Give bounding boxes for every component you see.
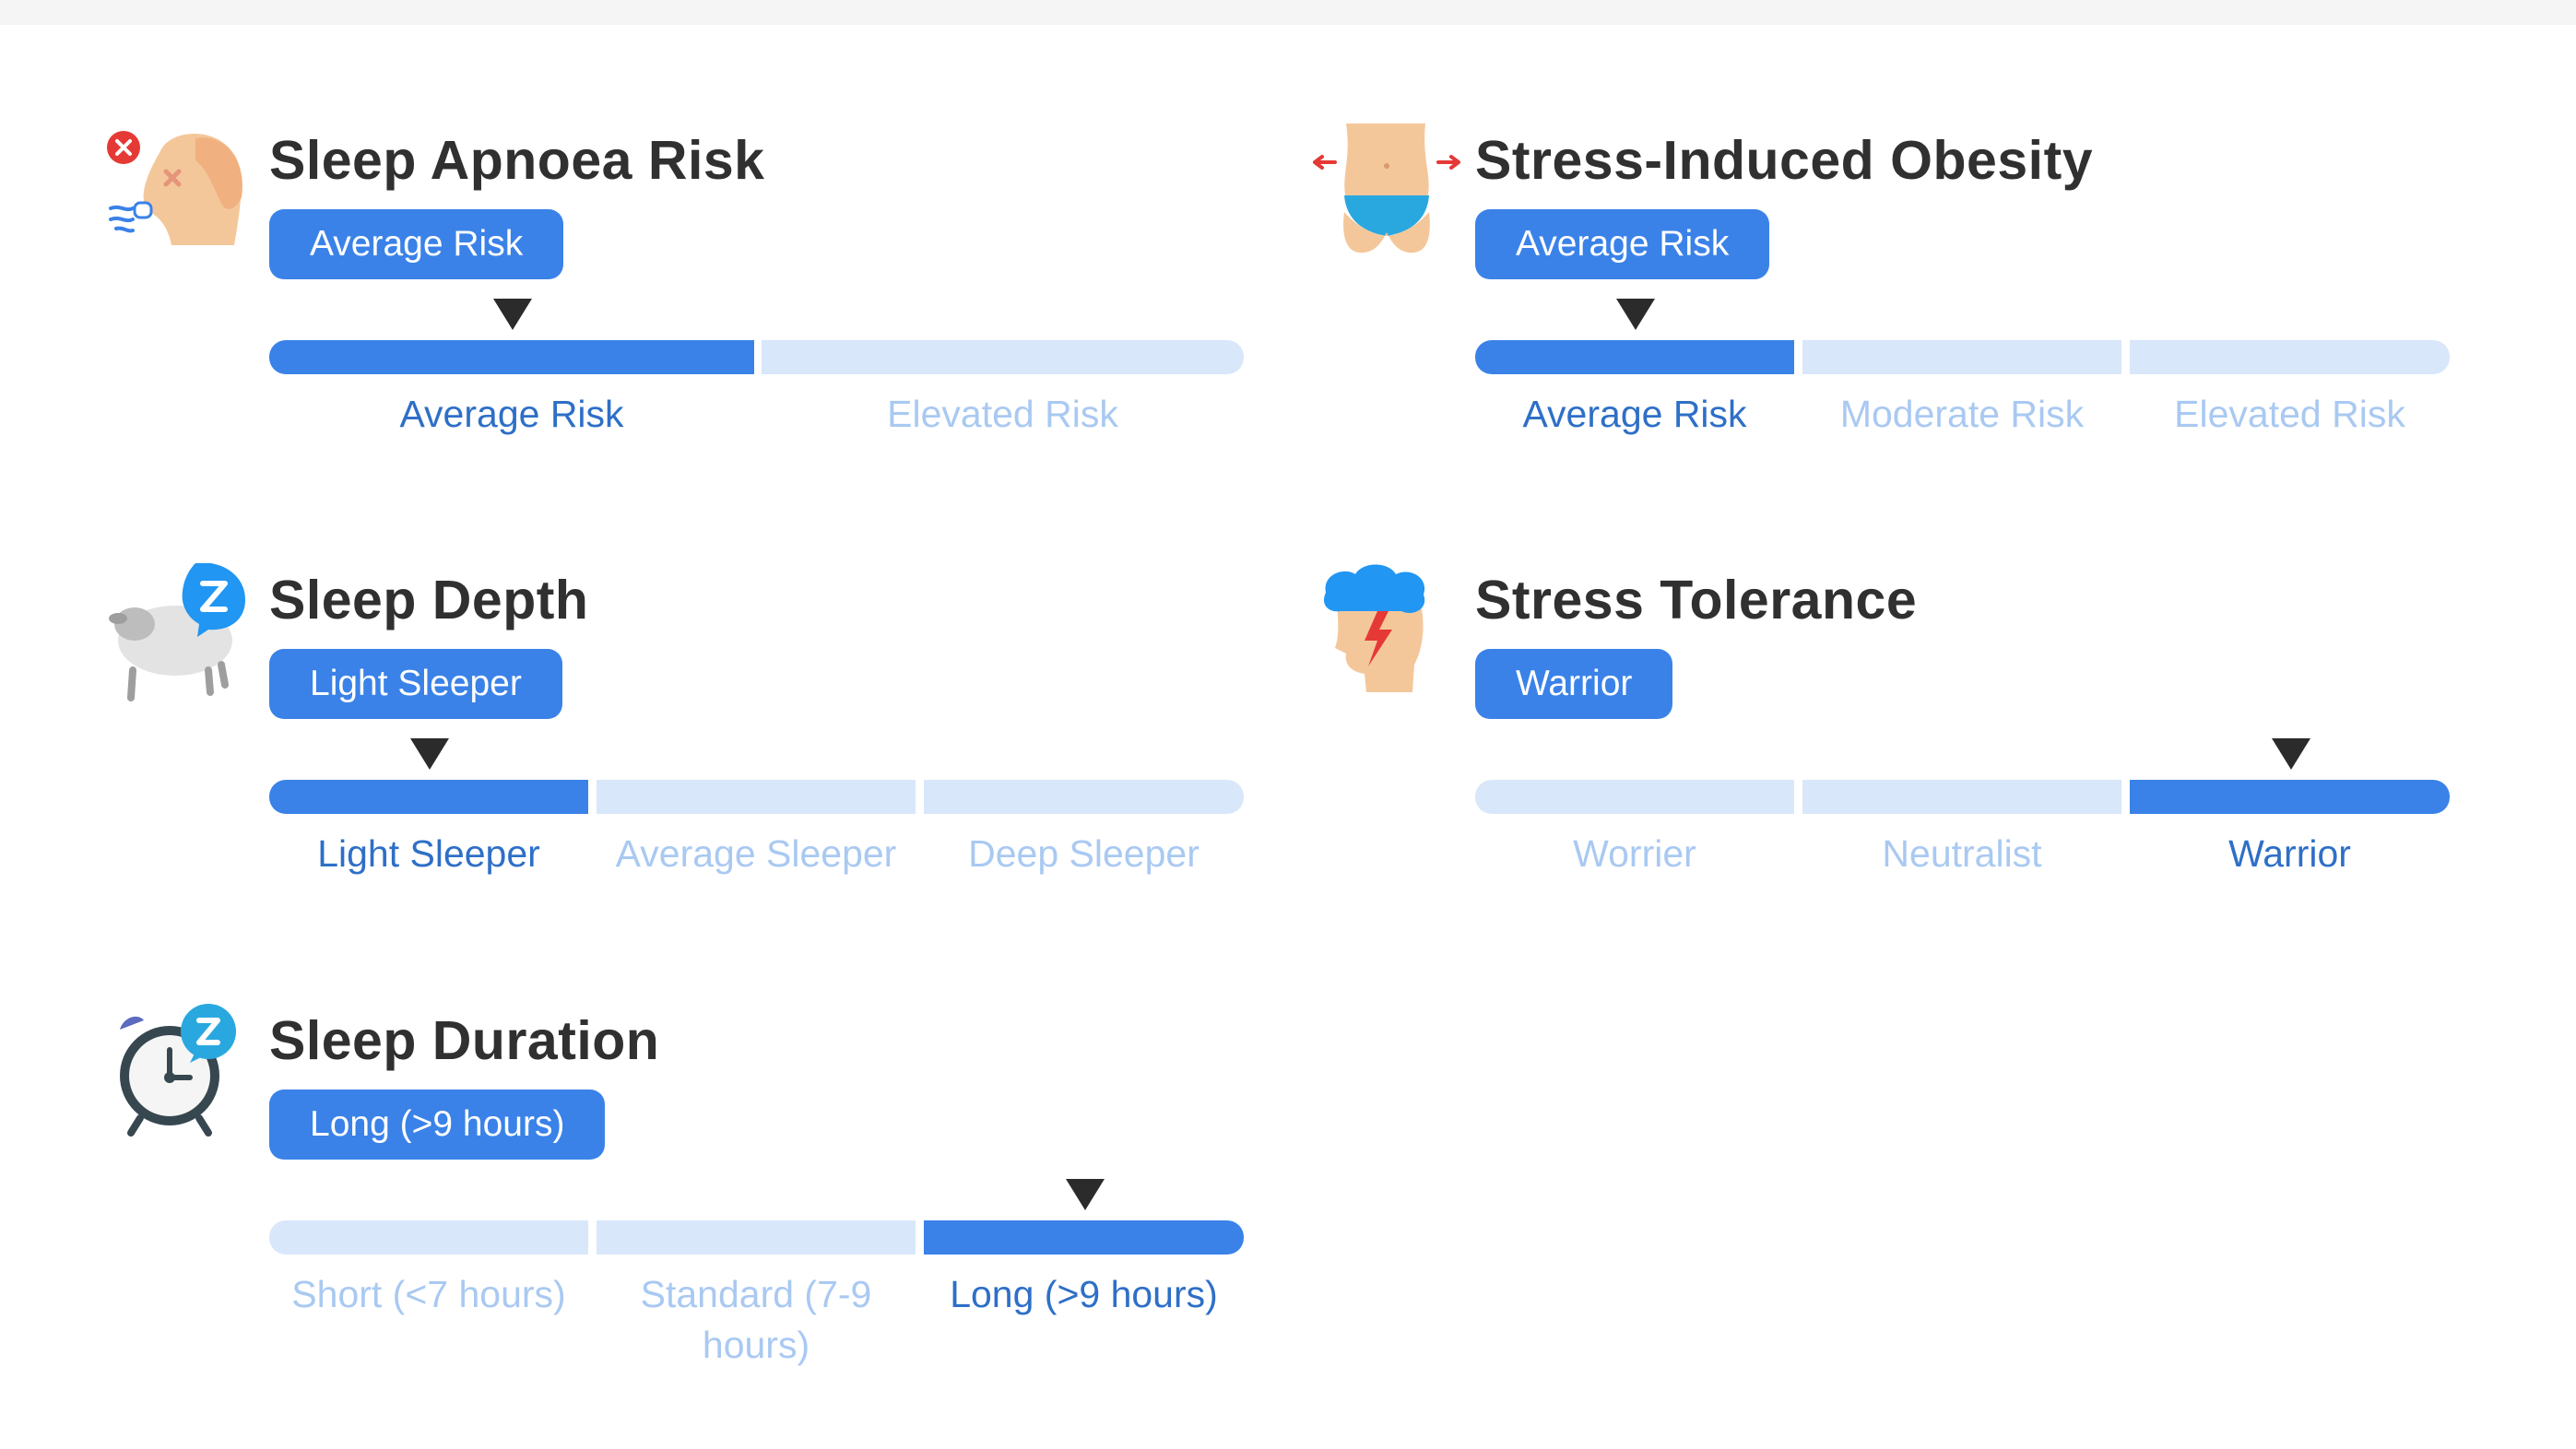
scale-label: Average Sleeper <box>615 832 897 875</box>
scale-label: Elevated Risk <box>887 393 1118 435</box>
scale-track <box>269 1220 1244 1255</box>
scale-segment <box>269 340 754 374</box>
scale-segment <box>1475 780 1794 814</box>
scale-segment <box>924 1220 1244 1255</box>
scale-label: Light Sleeper <box>317 832 540 875</box>
result-badge: Average Risk <box>269 209 564 279</box>
scale-labels: Average Risk Moderate Risk Elevated Risk <box>1475 389 2450 500</box>
scale-label: Moderate Risk <box>1839 393 2085 435</box>
scale-label: Average Risk <box>1522 393 1747 435</box>
result-badge: Warrior <box>1475 649 1673 719</box>
scale-segment <box>1802 780 2121 814</box>
scale-segment <box>269 1220 588 1255</box>
card-sleep-duration: Sleep Duration Long (>9 hours) Short (<7… <box>107 1004 1244 1391</box>
scale-segment <box>762 340 1244 374</box>
scale-track <box>269 340 1244 374</box>
scale-segment <box>2130 780 2450 814</box>
scale-track <box>1475 780 2450 814</box>
selection-marker <box>410 738 449 770</box>
scale-segment <box>924 780 1244 814</box>
selection-marker <box>2272 738 2310 770</box>
card-title: Stress Tolerance <box>1475 570 1918 630</box>
scale-label: Short (<7 hours) <box>291 1273 566 1315</box>
card-stress-induced-obesity: Stress-Induced Obesity Average Risk Aver… <box>1313 124 2450 511</box>
scale-labels: Short (<7 hours) Standard (7-9 hours) Lo… <box>269 1269 1244 1380</box>
scale-segment <box>1802 340 2121 374</box>
scale-segment <box>597 1220 916 1255</box>
scale-label: Standard (7-9 hours) <box>640 1273 872 1366</box>
scale-segment <box>597 780 916 814</box>
scale-segment <box>1475 340 1794 374</box>
stressed-head-icon <box>1313 563 1460 711</box>
card-sleep-apnoea-risk: Sleep Apnoea Risk Average Risk Average R… <box>107 124 1244 511</box>
scale-track <box>1475 340 2450 374</box>
selection-marker <box>1066 1179 1105 1210</box>
card-title: Sleep Apnoea Risk <box>269 130 765 191</box>
selection-marker <box>1616 299 1655 330</box>
scale-segment <box>2130 340 2450 374</box>
scale-label: Elevated Risk <box>2174 393 2405 435</box>
scale-label: Worrier <box>1573 832 1696 875</box>
scale-label: Long (>9 hours) <box>950 1273 1218 1315</box>
result-badge: Average Risk <box>1475 209 1770 279</box>
waist-measure-icon <box>1313 124 1460 271</box>
selection-marker <box>493 299 532 330</box>
result-badge: Long (>9 hours) <box>269 1090 606 1160</box>
scale-label: Deep Sleeper <box>968 832 1199 875</box>
card-title: Sleep Depth <box>269 570 589 630</box>
scale-label: Neutralist <box>1882 832 2042 875</box>
scale-segment <box>269 780 588 814</box>
sleep-apnoea-face-icon <box>107 124 254 271</box>
top-bar <box>0 0 2576 25</box>
result-badge: Light Sleeper <box>269 649 562 719</box>
card-title: Stress-Induced Obesity <box>1475 130 2094 191</box>
alarm-clock-sleep-icon <box>107 1004 254 1151</box>
scale-labels: Average Risk Elevated Risk <box>269 389 1244 500</box>
sheep-sleep-icon <box>107 563 254 711</box>
scale-label: Warrior <box>2228 832 2351 875</box>
card-sleep-depth: Sleep Depth Light Sleeper Light Sleeper … <box>107 563 1244 950</box>
scale-label: Average Risk <box>399 393 624 435</box>
scale-track <box>269 780 1244 814</box>
card-title: Sleep Duration <box>269 1010 660 1071</box>
card-stress-tolerance: Stress Tolerance Warrior Worrier Neutral… <box>1313 563 2450 950</box>
scale-labels: Light Sleeper Average Sleeper Deep Sleep… <box>269 829 1244 939</box>
scale-labels: Worrier Neutralist Warrior <box>1475 829 2450 939</box>
